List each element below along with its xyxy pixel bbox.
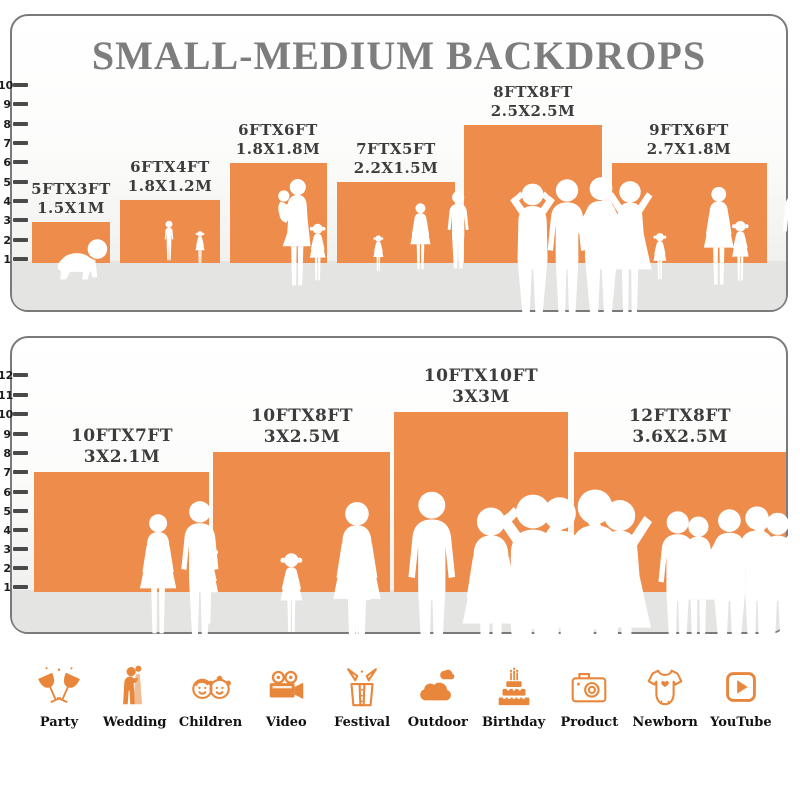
ruler-tick: 11 [0, 389, 28, 402]
category-label: Video [265, 715, 307, 730]
newborn-icon [647, 669, 683, 706]
backdrop-bar-7ftx5ft [337, 182, 455, 263]
bar-size-label: 6FTX4FT 1.8X1.2M [127, 158, 213, 195]
floor-strip [12, 261, 786, 310]
ruler-tick: 4 [0, 524, 28, 537]
ruler-tick: 8 [0, 118, 28, 131]
ruler-tick: 2 [0, 234, 28, 247]
backdrop-bar-10ftx10ft [394, 412, 568, 592]
category-wedding: Wedding [98, 662, 172, 730]
video-icon [270, 670, 304, 699]
backdrop-bar-12ftx8ft [574, 452, 786, 592]
category-children: Children [174, 662, 248, 730]
ruler-tick: 1 [0, 253, 28, 266]
birthday-icon [498, 667, 529, 706]
category-row: Party Wedding Children [22, 662, 778, 730]
bar-size-label: 10FTX8FT 3X2.5M [250, 406, 354, 447]
backdrop-bar-10ftx8ft [213, 452, 390, 592]
bar-size-label: 10FTX10FT 3X3M [423, 366, 539, 407]
bottom-size-panel: 12 11 10 9 8 7 6 5 4 3 2 1 10FTX7FT 3X2.1… [0, 336, 788, 634]
party-icon [38, 667, 80, 703]
top-size-panel: SMALL-MEDIUM BACKDROPS 10 9 8 7 6 5 4 3 … [0, 14, 788, 312]
backdrop-bar-8ftx8ft [464, 125, 602, 263]
bar-size-label: 10FTX7FT 3X2.1M [70, 426, 174, 467]
category-birthday: Birthday [477, 662, 551, 730]
category-label: Birthday [481, 715, 546, 730]
youtube-icon [726, 672, 756, 702]
ruler-tick: 8 [0, 447, 28, 460]
outdoor-icon [420, 669, 455, 701]
ruler-tick: 6 [0, 156, 28, 169]
page-title: SMALL-MEDIUM BACKDROPS [91, 33, 707, 78]
category-video: Video [249, 662, 323, 730]
ruler-tick: 3 [0, 543, 28, 556]
category-label: Wedding [103, 715, 167, 730]
ruler-tick: 12 [0, 369, 28, 382]
ruler-tick: 5 [0, 505, 28, 518]
backdrop-bar-9ftx6ft [612, 163, 767, 263]
category-label: Outdoor [407, 715, 468, 730]
floor-strip [12, 590, 786, 632]
bar-size-label: 9FTX6FT 2.7X1.8M [646, 121, 732, 158]
category-youtube: YouTube [704, 662, 778, 730]
category-outdoor: Outdoor [401, 662, 475, 730]
backdrop-bar-5ftx3ft [32, 222, 110, 263]
bar-size-label: 6FTX6FT 1.8X1.8M [235, 121, 321, 158]
ruler-tick: 1 [0, 581, 28, 594]
ruler-tick: 2 [0, 562, 28, 575]
category-newborn: Newborn [628, 662, 702, 730]
ruler-tick: 4 [0, 195, 28, 208]
category-label: Party [39, 715, 79, 730]
bar-size-label: 7FTX5FT 2.2X1.5M [353, 140, 439, 177]
category-festival: Festival [325, 662, 399, 730]
category-label: YouTube [710, 715, 772, 730]
product-icon [572, 672, 607, 703]
festival-icon [347, 668, 378, 707]
ruler-tick: 10 [0, 79, 28, 92]
wedding-icon [122, 665, 142, 705]
category-label: Newborn [632, 715, 698, 730]
bar-size-label: 8FTX8FT 2.5X2.5M [490, 83, 576, 120]
backdrop-bar-10ftx7ft [34, 472, 209, 592]
category-label: Children [178, 715, 243, 730]
category-product: Product [552, 662, 626, 730]
ruler-tick: 9 [0, 98, 28, 111]
children-icon [191, 675, 231, 700]
ruler-tick: 3 [0, 214, 28, 227]
bar-size-label: 12FTX8FT 3.6X2.5M [628, 406, 732, 447]
ruler-tick: 7 [0, 466, 28, 479]
bar-size-label: 5FTX3FT 1.5X1M [31, 180, 111, 217]
ruler-tick: 9 [0, 428, 28, 441]
ruler-tick: 5 [0, 176, 28, 189]
category-party: Party [22, 662, 96, 730]
ruler-tick: 10 [0, 408, 28, 421]
ruler-tick: 6 [0, 486, 28, 499]
category-label: Festival [334, 715, 391, 730]
category-label: Product [560, 715, 619, 730]
ruler-tick: 7 [0, 137, 28, 150]
